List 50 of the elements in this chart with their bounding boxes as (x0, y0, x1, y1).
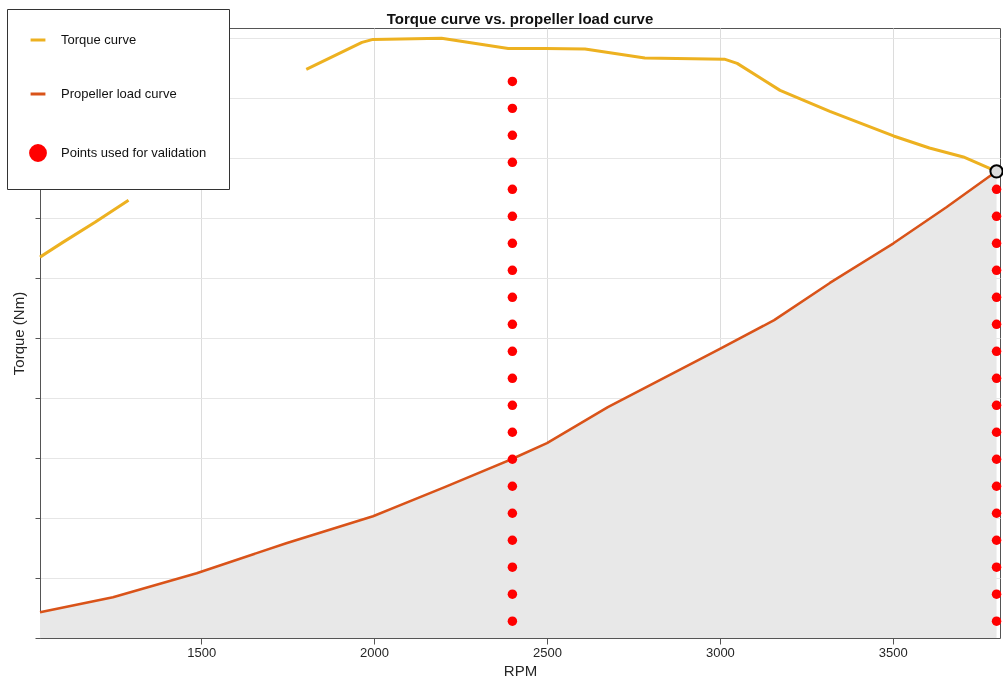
chart-title: Torque curve vs. propeller load curve (386, 9, 654, 27)
point (991, 589, 1002, 599)
x-tick-label: 2500 (533, 644, 562, 660)
point (991, 535, 1002, 545)
point (507, 562, 518, 572)
point (991, 400, 1002, 411)
point (991, 211, 1002, 222)
point (991, 184, 1002, 195)
point (507, 508, 518, 518)
point (507, 184, 518, 195)
point (991, 265, 1002, 276)
point (507, 616, 518, 626)
point (507, 157, 518, 168)
x-tick-label: 3500 (878, 644, 908, 660)
point (507, 265, 518, 276)
point (991, 427, 1002, 437)
point (991, 616, 1002, 626)
point (991, 238, 1002, 249)
point (507, 238, 518, 249)
point (991, 562, 1002, 572)
x-tick-label: 1500 (187, 644, 217, 660)
x-tick-label: 3000 (705, 644, 735, 660)
legend-label: Propeller load curve (61, 86, 177, 101)
point (507, 130, 518, 141)
point (989, 164, 1003, 179)
point (507, 535, 518, 545)
point (507, 589, 518, 599)
point (991, 373, 1002, 384)
x-tick-label: 2000 (360, 644, 390, 660)
point (507, 346, 518, 357)
legend-label: Points used for validation (61, 145, 207, 160)
point (507, 103, 518, 114)
point (507, 481, 518, 491)
point (507, 400, 518, 411)
x-axis-title: RPM (503, 661, 538, 679)
point (507, 292, 518, 303)
point (507, 373, 518, 384)
legend-label: Torque curve (61, 32, 137, 47)
point (991, 346, 1002, 357)
point (507, 319, 518, 330)
point (991, 481, 1002, 491)
point (991, 292, 1002, 303)
y-axis-title: Torque (Nm) (10, 291, 27, 376)
point (507, 76, 518, 87)
point (507, 211, 518, 222)
point (507, 454, 518, 464)
point (991, 508, 1002, 518)
point (991, 454, 1002, 464)
point (507, 427, 518, 437)
point (991, 319, 1002, 330)
